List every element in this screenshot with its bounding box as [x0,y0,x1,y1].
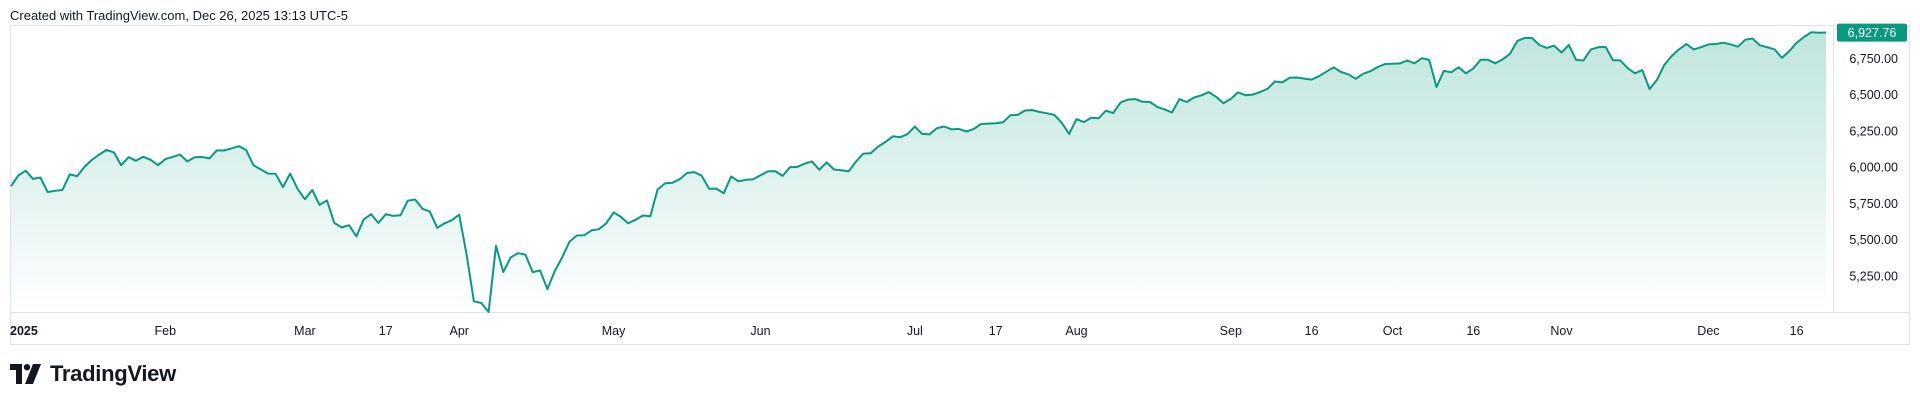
chart-area[interactable]: 5,250.00 5,500.00 5,750.00 6,000.00 6,250.00… [0,0,1920,352]
y-tick-label: 5,750.00 [1849,197,1898,211]
x-tick-label: May [602,324,626,338]
x-tick-label: Feb [155,324,177,338]
last-price-label: 6,927.76 [1837,23,1907,42]
y-tick-label: 5,500.00 [1849,233,1898,247]
x-tick-label: 17 [379,324,393,338]
x-tick-label: Sep [1220,324,1242,338]
x-tick-label: Oct [1383,324,1403,338]
x-tick-label: 17 [989,324,1003,338]
y-tick-label: 6,750.00 [1849,52,1898,66]
x-tick-label: Dec [1697,324,1719,338]
x-tick-label: 16 [1466,324,1480,338]
x-tick-label: 16 [1305,324,1319,338]
x-tick-label: Apr [450,324,469,338]
y-tick-label: 6,500.00 [1849,88,1898,102]
y-tick-label: 6,000.00 [1849,161,1898,175]
y-tick-label: 6,250.00 [1849,124,1898,138]
tradingview-logo-icon [10,364,41,384]
x-tick-label: Jun [750,324,770,338]
x-tick-label: 16 [1790,324,1804,338]
x-tick-label: Jul [907,324,923,338]
chart-caption: Created with TradingView.com, Dec 26, 20… [10,8,348,23]
tradingview-logo[interactable]: TradingView [10,361,176,387]
x-tick-label: Nov [1550,324,1573,338]
time-axis: 2025 Feb Mar 17 Apr May Jun Jul 17 Aug Sep 16 Oct 16 N… [10,324,1804,338]
price-axis: 5,250.00 5,500.00 5,750.00 6,000.00 6,250.00… [1849,52,1898,283]
y-tick-label: 5,250.00 [1849,269,1898,283]
area-fill [11,32,1826,312]
brand-name: TradingView [50,361,176,386]
last-price-value: 6,927.76 [1848,26,1897,40]
x-tick-label: Aug [1065,324,1087,338]
x-tick-label: 2025 [10,324,38,338]
last-price-badge [1837,23,1907,42]
x-tick-label: Mar [294,324,316,338]
price-line [10,31,1827,313]
plot-border [10,25,1910,345]
